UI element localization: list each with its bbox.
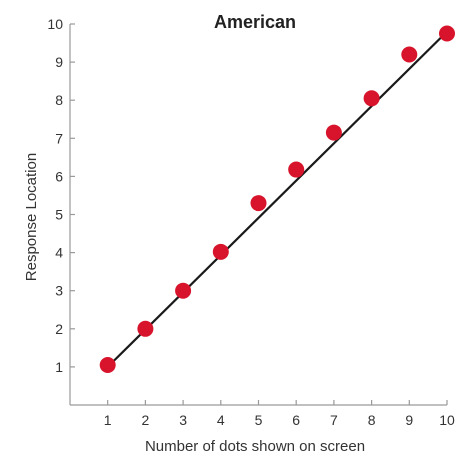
fit-line-group — [108, 32, 447, 367]
data-point — [137, 321, 153, 337]
data-point — [401, 46, 417, 62]
y-tick-label: 2 — [55, 321, 63, 337]
y-tick-label: 7 — [55, 130, 63, 146]
data-point — [439, 26, 455, 42]
x-tick-label: 1 — [104, 412, 112, 428]
y-tick-label: 6 — [55, 168, 63, 184]
x-tick-label: 6 — [292, 412, 300, 428]
data-point — [175, 283, 191, 299]
x-tick-label: 2 — [142, 412, 150, 428]
y-tick-label: 5 — [55, 207, 63, 223]
data-point — [251, 195, 267, 211]
data-point — [288, 162, 304, 178]
y-tick-label: 9 — [55, 54, 63, 70]
x-axis-title: Number of dots shown on screen — [145, 438, 365, 455]
x-tick-label: 7 — [330, 412, 338, 428]
x-tick-label: 10 — [439, 412, 455, 428]
y-tick-label: 4 — [55, 245, 63, 261]
x-tick-label: 8 — [368, 412, 376, 428]
data-point — [100, 357, 116, 373]
fit-line — [108, 32, 447, 367]
data-point — [326, 125, 342, 141]
y-tick-label: 1 — [55, 359, 63, 375]
x-tick-label: 9 — [405, 412, 413, 428]
data-point — [213, 244, 229, 260]
y-tick-label: 8 — [55, 92, 63, 108]
x-tick-label: 5 — [255, 412, 263, 428]
data-point — [364, 90, 380, 106]
y-axis-title: Response Location — [23, 153, 40, 281]
y-tick-label: 3 — [55, 283, 63, 299]
x-tick-label: 3 — [179, 412, 187, 428]
y-tick-label: 10 — [47, 16, 63, 32]
chart-title: American — [214, 12, 296, 32]
x-tick-label: 4 — [217, 412, 225, 428]
